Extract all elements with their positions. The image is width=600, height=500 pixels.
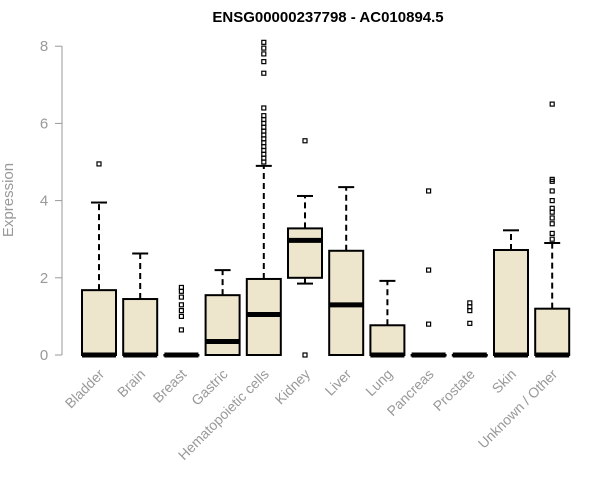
outlier-point [178,308,184,314]
outlier-point [549,230,555,237]
box-body [122,298,159,356]
outlier-point [549,188,555,194]
outlier-point [178,284,184,291]
box-body [493,249,529,356]
outlier-point [96,161,102,167]
outlier-point [426,188,432,194]
box-5 [287,138,323,358]
category-label: Prostate [430,366,478,414]
outlier-point [178,313,184,319]
y-axis-label: Expression [0,163,17,237]
box-10 [493,229,529,358]
outlier-point [261,39,267,45]
box-11 [534,101,571,358]
outlier-point [261,45,267,51]
y-tick-label: 2 [40,270,48,287]
outlier-point [467,320,473,326]
y-tick-label: 0 [40,347,48,364]
outlier-point [178,327,184,333]
box-body [287,227,323,279]
y-axis: 0 2 4 6 8 [40,38,63,364]
category-label: Breast [150,366,190,406]
outlier-point [426,321,432,327]
box-0 [81,161,117,358]
outlier-point [302,138,308,144]
outlier-point [261,70,267,76]
category-label: Bladder [62,366,108,412]
outlier-point [261,105,267,111]
outlier-point [426,267,432,273]
category-label: Lung [362,366,395,399]
outlier-point [467,300,473,306]
box-body [81,289,117,357]
box-body [534,307,571,356]
category-label: Liver [322,366,355,399]
box-1 [122,252,159,358]
outlier-point [261,113,267,119]
chart-title: ENSG00000237798 - AC010894.5 [212,9,443,26]
outlier-point [549,205,555,211]
outlier-point [178,294,184,300]
box-6 [328,186,365,356]
outlier-point [302,352,308,358]
y-tick-label: 6 [40,115,48,132]
outlier-point [178,302,184,308]
outlier-point [549,101,555,107]
box-4 [245,39,282,357]
y-tick-label: 4 [40,193,48,210]
category-label: Skin [489,366,520,397]
box-8 [410,188,447,358]
outlier-point [261,51,267,57]
outlier-point [261,59,267,65]
outlier-point [549,236,555,242]
box-2 [163,284,200,358]
outlier-point [549,215,555,221]
plot-area [81,39,571,358]
box-body [369,324,406,357]
box-body [204,294,241,357]
box-body [245,277,282,357]
outlier-point [549,176,555,182]
box-7 [369,279,406,358]
category-label: Brain [114,366,148,400]
outlier-point [549,198,555,204]
box-3 [204,269,241,357]
box-9 [451,300,488,358]
category-label: Kidney [272,366,314,408]
y-tick-label: 8 [40,38,48,55]
outlier-point [549,221,555,227]
